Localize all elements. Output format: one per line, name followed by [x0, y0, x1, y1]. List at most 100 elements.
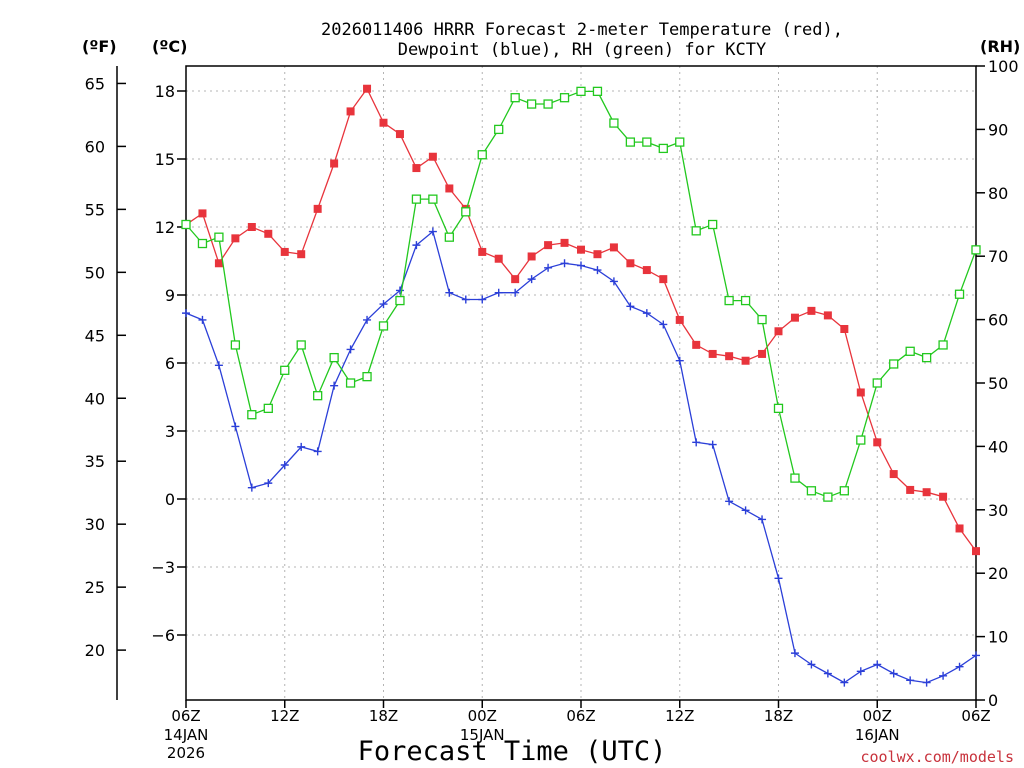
rh-point — [230, 340, 241, 350]
dewpoint-point — [840, 678, 849, 687]
dewpoint-point — [758, 515, 767, 524]
dewpoint-point — [790, 649, 799, 658]
temperature-point — [527, 252, 536, 261]
temperature-point — [790, 313, 799, 322]
temperature-point — [511, 275, 520, 284]
dewpoint-point — [231, 422, 240, 431]
rh-point — [181, 219, 191, 230]
dewpoint-point — [708, 440, 717, 449]
rh-point — [197, 238, 208, 249]
dewpoint-point — [922, 678, 931, 687]
rh-tick-label: 80 — [988, 184, 1008, 203]
series-temperature — [182, 84, 980, 556]
fahrenheit-tick-label: 20 — [85, 641, 105, 660]
dewpoint-point — [297, 442, 306, 451]
temperature-point — [741, 356, 750, 365]
rh-point — [658, 143, 668, 154]
x-tick-label: 06Z — [171, 707, 200, 725]
temperature-point — [642, 266, 651, 275]
dewpoint-point — [972, 651, 980, 660]
plot-frame — [185, 65, 977, 701]
rh-point — [510, 93, 520, 103]
rh-point — [345, 378, 356, 388]
rh-tick-label: 40 — [988, 437, 1008, 456]
celsius-unit-label: (ºC) — [152, 37, 187, 56]
dewpoint-point — [379, 300, 388, 309]
x-tick-label: 00Z — [863, 707, 892, 725]
dewpoint-point — [577, 261, 585, 270]
temperature-point — [758, 349, 767, 358]
dewpoint-point — [511, 288, 520, 297]
temperature-point — [922, 488, 931, 497]
temperature-point — [856, 388, 865, 397]
dewpoint-point — [395, 286, 404, 295]
celsius-tick-label: 12 — [155, 218, 175, 237]
fahrenheit-tick-label: 60 — [85, 137, 105, 156]
temperature-point — [346, 107, 355, 116]
temperature-point — [330, 159, 339, 168]
dewpoint-point — [280, 461, 289, 469]
dewpoint-point — [478, 295, 487, 304]
temperature-point — [774, 327, 783, 336]
rh-point — [296, 340, 306, 350]
x-date-label: 15JAN — [460, 726, 505, 744]
dewpoint-point — [428, 227, 437, 236]
rh-tick-label: 0 — [988, 691, 998, 710]
rh-point — [921, 352, 932, 363]
rh-point — [740, 295, 751, 306]
rh-point — [708, 219, 718, 230]
temperature-point — [428, 152, 437, 161]
gridlines — [186, 66, 976, 700]
rh-point — [526, 99, 537, 109]
temperature-point — [906, 485, 915, 494]
dewpoint-point — [939, 671, 948, 680]
temperature-point — [675, 315, 684, 324]
rh-point — [214, 232, 224, 242]
dewpoint-point — [955, 662, 964, 671]
temperature-point — [264, 229, 273, 238]
dewpoint-point — [247, 483, 256, 492]
rh-tick-label: 100 — [988, 57, 1019, 76]
rh-point — [938, 340, 948, 350]
dewpoint-point — [182, 309, 190, 318]
rh-point — [773, 403, 784, 414]
temperature-point — [593, 250, 602, 259]
rh-tick-label: 10 — [988, 628, 1008, 647]
rh-point — [609, 118, 619, 128]
chart-title-line2: Dewpoint (blue), RH (green) for KCTY — [398, 40, 766, 60]
rh-point — [625, 137, 636, 147]
tick-labels: 1815129630−3−665605550454035302520100908… — [85, 57, 1019, 762]
rh-point — [889, 359, 899, 369]
temperature-point — [708, 349, 717, 358]
temperature-point — [445, 184, 454, 193]
fahrenheit-tick-label: 25 — [85, 578, 105, 597]
temperature-point — [972, 547, 980, 556]
rh-tick-label: 20 — [988, 564, 1008, 583]
temperature-point — [840, 325, 849, 333]
dewpoint-point — [445, 288, 454, 297]
dewpoint-point — [494, 288, 503, 297]
dewpoint-point — [560, 259, 569, 268]
rh-point — [378, 321, 389, 331]
dewpoint-point — [774, 574, 783, 583]
temperature-point — [807, 306, 816, 315]
rh-point — [494, 124, 504, 135]
temperature-point — [955, 524, 964, 533]
celsius-tick-label: 18 — [155, 82, 175, 101]
fahrenheit-tick-label: 55 — [85, 200, 105, 219]
x-date-label: 16JAN — [855, 726, 900, 744]
rh-unit-label: (RH) — [980, 37, 1020, 56]
x-year-label: 2026 — [167, 744, 205, 762]
rh-point — [313, 391, 323, 401]
rh-tick-label: 60 — [988, 311, 1008, 330]
fahrenheit-unit-label: (ºF) — [82, 37, 117, 56]
dewpoint-point — [906, 676, 915, 685]
dewpoint-point — [659, 320, 668, 329]
dewpoint-point — [692, 438, 701, 447]
celsius-tick-label: 6 — [165, 354, 175, 373]
temperature-point — [626, 259, 635, 268]
temperature-point — [214, 259, 223, 268]
dewpoint-point — [412, 241, 421, 250]
dewpoint-point — [856, 667, 865, 676]
x-tick-label: 00Z — [468, 707, 497, 725]
